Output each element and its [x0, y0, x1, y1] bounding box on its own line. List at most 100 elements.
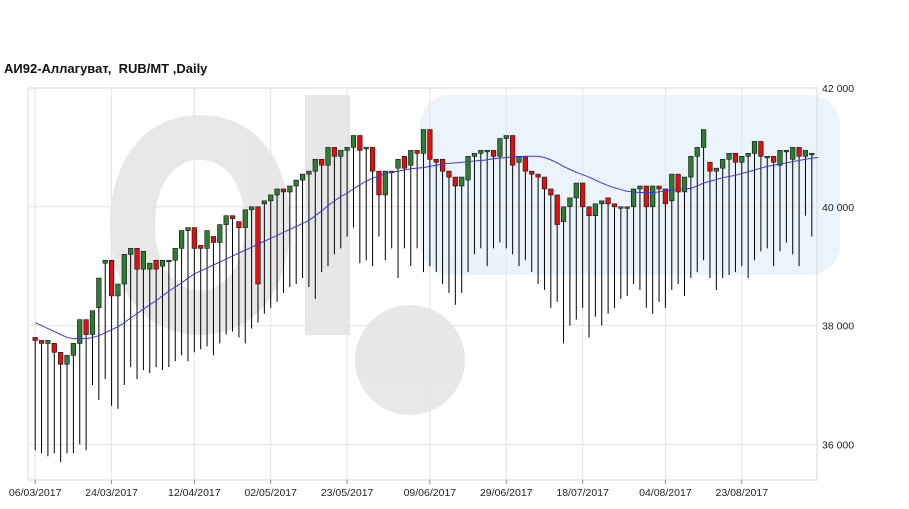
candle-down — [32, 337, 38, 341]
candle-up — [312, 158, 318, 172]
candle-down — [529, 170, 535, 175]
candle-down — [490, 150, 497, 157]
candle-up — [688, 156, 694, 178]
candle-up — [382, 170, 388, 196]
candle-down — [707, 161, 713, 172]
candle-up — [764, 156, 770, 159]
candle-down — [758, 141, 764, 157]
candle-down — [611, 203, 618, 208]
candle-down — [236, 221, 242, 228]
candle-up — [809, 153, 815, 156]
candle-up — [363, 147, 369, 150]
candle-down — [548, 188, 554, 196]
candle-up — [802, 150, 809, 157]
candle-up — [630, 188, 637, 208]
candle-up — [140, 251, 146, 270]
moving-average — [34, 155, 819, 340]
candle-up — [287, 185, 293, 193]
candle-up — [128, 248, 134, 255]
candle-up — [790, 147, 796, 160]
candle-down — [656, 185, 662, 190]
candle-up — [249, 206, 255, 211]
x-axis: 06/03/2017 24/03/2017 12/04/2017 02/05/2017… — [9, 480, 768, 499]
candle-down — [510, 135, 516, 166]
candle-down — [198, 245, 204, 249]
candle-up — [268, 194, 274, 202]
y-tick-label: 40 000 — [822, 202, 854, 214]
watermark-banner — [420, 95, 840, 275]
x-tick-label: 23/08/2017 — [716, 487, 769, 499]
candle-up — [745, 153, 751, 157]
candle-down — [38, 340, 45, 344]
candle-down — [662, 188, 668, 205]
watermark-drop — [355, 305, 465, 415]
candle-up — [618, 206, 624, 209]
candle-up — [408, 150, 414, 166]
candle-down — [796, 147, 802, 157]
candle-up — [147, 262, 153, 270]
candle-up — [293, 179, 299, 187]
candle-up — [713, 167, 719, 172]
candle-up — [560, 206, 567, 222]
candle-up — [599, 200, 605, 205]
candle-up — [350, 135, 357, 148]
candle-down — [229, 215, 236, 219]
candle-down — [331, 147, 337, 157]
candle-up — [681, 176, 688, 193]
candle-up — [77, 319, 83, 344]
candle-down — [732, 153, 739, 163]
candle-up — [121, 254, 127, 285]
candle-up — [726, 153, 732, 160]
candle-up — [45, 340, 51, 344]
candle-up — [115, 283, 121, 297]
candle-up — [159, 259, 166, 267]
candle-up — [261, 200, 267, 205]
candle-down — [643, 185, 649, 208]
candle-down — [83, 319, 89, 335]
candle-up — [274, 188, 280, 196]
watermark-bar — [305, 95, 350, 335]
candle-down — [624, 206, 630, 209]
candle-up — [179, 230, 185, 249]
x-tick-label: 18/07/2017 — [556, 487, 609, 499]
y-tick-label: 42 000 — [822, 83, 854, 95]
x-tick-label: 09/06/2017 — [404, 487, 457, 499]
y-axis: 42 000 40 000 38 000 36 000 — [822, 83, 854, 451]
candle-down — [586, 206, 592, 216]
candle-down — [319, 158, 325, 166]
candle-up — [344, 147, 350, 151]
candle-down — [535, 173, 541, 178]
candle-down — [210, 236, 217, 243]
candle-up — [739, 156, 745, 163]
candle-down — [280, 188, 287, 193]
candle-down — [108, 259, 115, 297]
candle-up — [420, 129, 427, 154]
x-tick-label: 02/05/2017 — [244, 487, 297, 499]
chart-title: АИ92-Аллагуват, RUB/MT ,Daily — [4, 61, 208, 76]
candle-down — [401, 156, 407, 169]
y-tick-label: 36 000 — [822, 439, 854, 451]
candle-up — [497, 138, 503, 157]
candle-down — [51, 343, 57, 353]
candle-up — [395, 158, 401, 169]
candle-down — [376, 170, 382, 196]
candle-down — [522, 156, 528, 172]
candle-up — [306, 170, 312, 175]
candle-up — [217, 224, 223, 243]
candle-up — [459, 176, 465, 187]
candle-up — [573, 182, 579, 199]
candle-down — [369, 147, 376, 172]
candle-up — [503, 135, 509, 139]
candle-up — [465, 156, 471, 181]
candle-down — [452, 176, 458, 187]
x-tick-label: 12/04/2017 — [168, 487, 221, 499]
candle-up — [223, 215, 229, 225]
candle-down — [771, 156, 777, 163]
candle-down — [134, 248, 140, 270]
candle-down — [58, 352, 64, 365]
candle-up — [720, 158, 726, 169]
candle-up — [669, 173, 675, 202]
candle-down — [414, 150, 420, 154]
candle-down — [446, 170, 452, 178]
